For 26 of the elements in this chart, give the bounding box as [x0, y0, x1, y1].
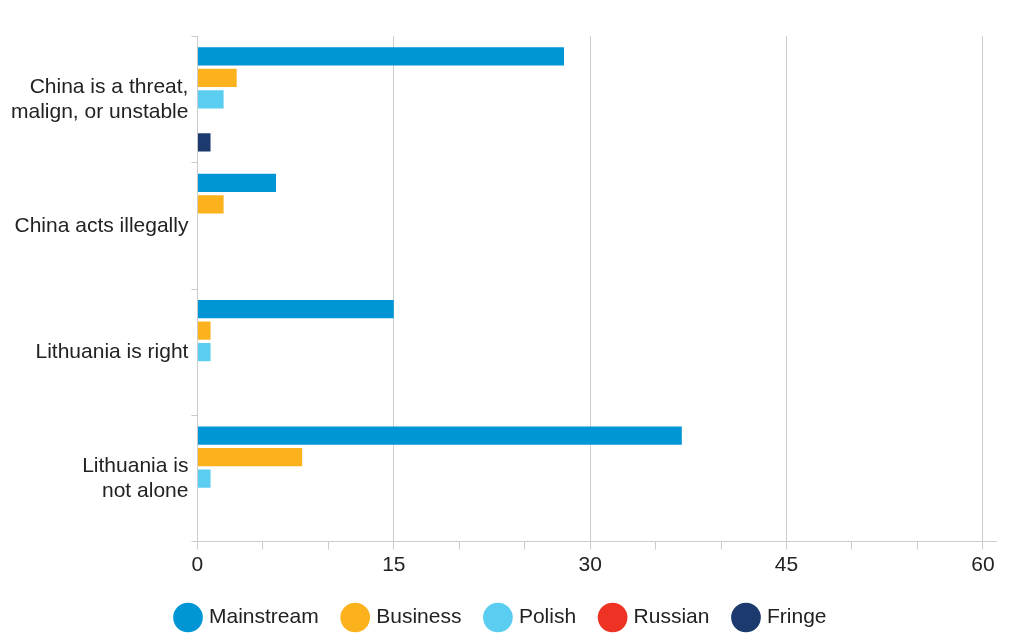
x-tick-label: 60: [971, 552, 995, 576]
legend-label: Business: [376, 604, 462, 628]
legend-label: Fringe: [766, 604, 827, 628]
bar: [197, 195, 224, 214]
x-tick-label: 45: [774, 552, 799, 576]
bar: [197, 173, 276, 192]
x-tick-label: 0: [191, 552, 204, 576]
bar: [197, 426, 682, 445]
legend-label: Polish: [518, 604, 577, 628]
bar: [197, 47, 564, 66]
bar: [197, 68, 237, 88]
y-tick-label: Lithuania is not alone: [82, 452, 189, 501]
legend-label: Russian: [633, 604, 710, 628]
y-tick-label: Lithuania is right: [35, 339, 189, 362]
x-tick-label: 15: [382, 552, 406, 576]
bar: [197, 321, 211, 340]
y-tick-label: China acts illegally: [14, 212, 189, 236]
x-tick-label: 30: [578, 552, 602, 576]
bar: [197, 469, 211, 488]
bar: [197, 447, 303, 467]
legend-label: Mainstream: [209, 604, 319, 628]
bar: [197, 90, 224, 109]
y-tick-label: China is a threat, malign, or unstable: [11, 73, 189, 122]
bar: [197, 343, 211, 362]
bar: [197, 133, 211, 152]
bar: [197, 300, 394, 319]
